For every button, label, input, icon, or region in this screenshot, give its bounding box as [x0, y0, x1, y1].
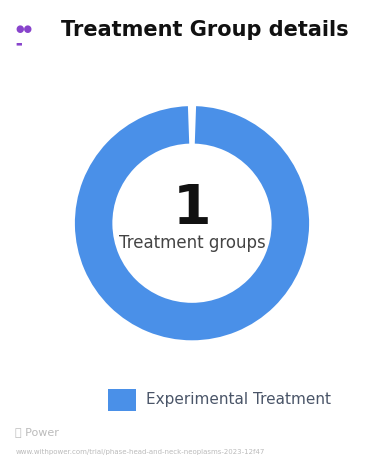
Text: Treatment Group details: Treatment Group details: [61, 20, 349, 40]
Text: Experimental Treatment: Experimental Treatment: [146, 392, 331, 407]
Text: ⯈ Power: ⯈ Power: [15, 426, 59, 437]
Text: Treatment groups: Treatment groups: [119, 234, 265, 252]
Text: ●●: ●●: [15, 24, 32, 34]
Text: 1: 1: [173, 182, 211, 236]
Text: www.withpower.com/trial/phase-head-and-neck-neoplasms-2023-12f47: www.withpower.com/trial/phase-head-and-n…: [15, 449, 265, 455]
FancyBboxPatch shape: [108, 389, 136, 411]
Text: ▬: ▬: [15, 40, 22, 46]
Wedge shape: [75, 106, 309, 340]
